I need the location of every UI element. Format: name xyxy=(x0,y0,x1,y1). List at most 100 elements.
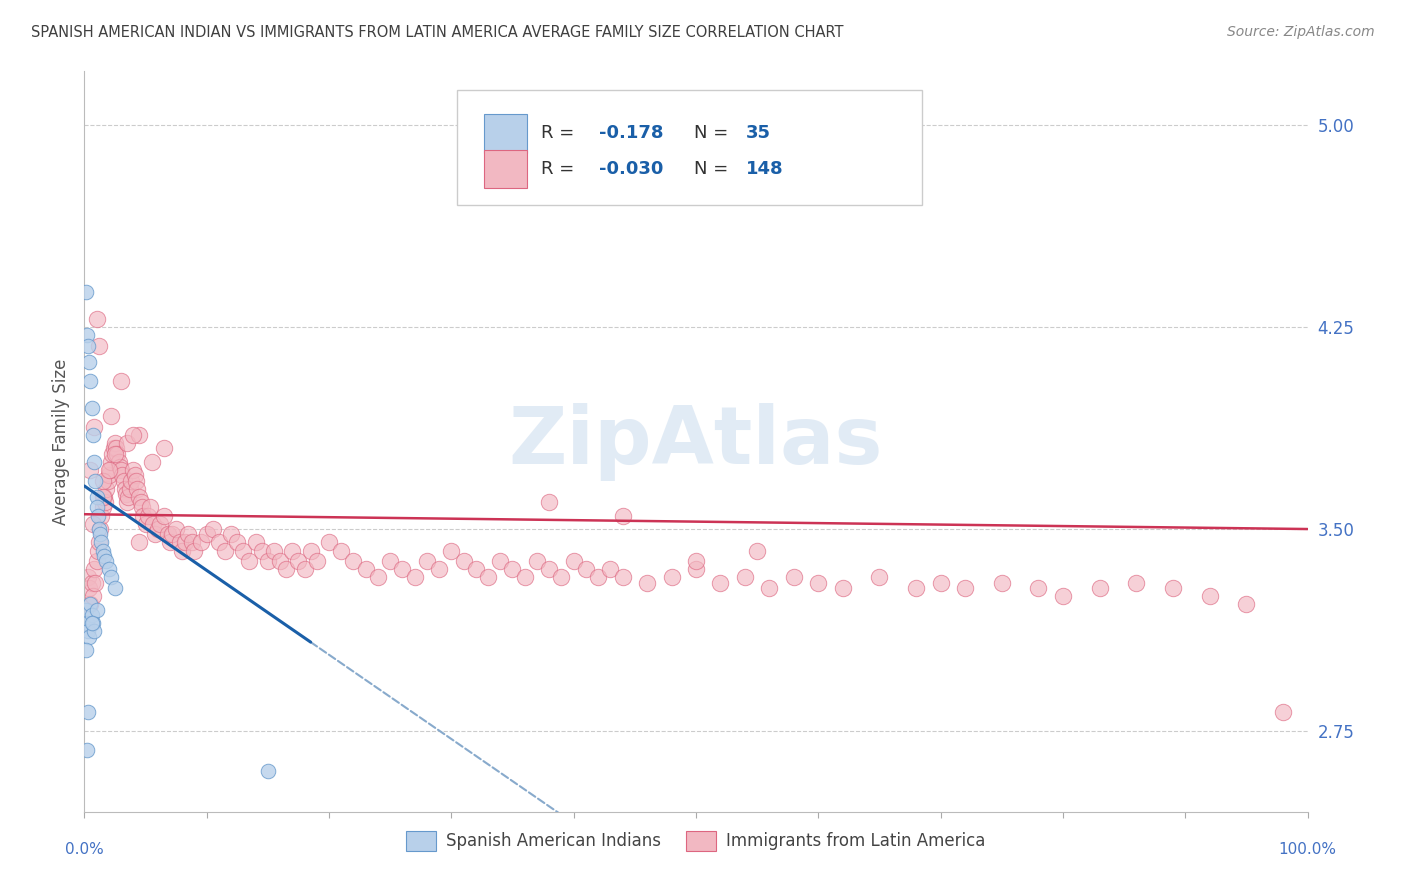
Point xyxy=(77,339,100,353)
Point xyxy=(101,447,124,461)
Point xyxy=(783,570,806,584)
Point xyxy=(87,543,110,558)
Point xyxy=(82,427,104,442)
FancyBboxPatch shape xyxy=(484,114,527,153)
Text: R =: R = xyxy=(541,160,579,178)
Point xyxy=(685,554,707,568)
Point xyxy=(143,527,166,541)
Text: -0.030: -0.030 xyxy=(599,160,664,178)
Point xyxy=(177,527,200,541)
Point xyxy=(87,535,110,549)
Point xyxy=(97,468,120,483)
Point xyxy=(1198,590,1220,604)
Point xyxy=(146,522,169,536)
Point xyxy=(354,562,377,576)
Point xyxy=(77,630,100,644)
Point xyxy=(110,463,132,477)
Point xyxy=(831,581,853,595)
Point xyxy=(709,575,731,590)
Point xyxy=(1125,575,1147,590)
Point xyxy=(208,535,231,549)
Point xyxy=(97,562,120,576)
Point xyxy=(107,455,129,469)
Point xyxy=(226,535,249,549)
Point xyxy=(84,575,107,590)
Point xyxy=(105,447,128,461)
Point xyxy=(502,562,524,576)
Point xyxy=(117,490,139,504)
Point xyxy=(159,535,181,549)
Point xyxy=(807,575,830,590)
Point xyxy=(661,570,683,584)
Point xyxy=(112,474,135,488)
Point xyxy=(110,374,132,388)
Point xyxy=(98,463,121,477)
Point xyxy=(124,468,146,483)
Point xyxy=(905,581,928,595)
Point xyxy=(104,447,127,461)
Point xyxy=(91,490,114,504)
Point xyxy=(575,562,598,576)
Point xyxy=(86,312,108,326)
Point xyxy=(287,554,309,568)
Point xyxy=(538,495,561,509)
Point xyxy=(79,598,101,612)
Point xyxy=(636,575,658,590)
Point xyxy=(477,570,499,584)
Point xyxy=(97,474,120,488)
Point xyxy=(195,527,218,541)
Point xyxy=(82,516,104,531)
Point xyxy=(416,554,439,568)
Point xyxy=(453,554,475,568)
Point xyxy=(257,764,280,779)
Point xyxy=(131,500,153,515)
Point xyxy=(238,554,260,568)
Text: 148: 148 xyxy=(747,160,783,178)
Point xyxy=(550,570,572,584)
Legend: Spanish American Indians, Immigrants from Latin America: Spanish American Indians, Immigrants fro… xyxy=(398,823,994,859)
Point xyxy=(685,562,707,576)
Point xyxy=(128,427,150,442)
Point xyxy=(165,522,187,536)
Point xyxy=(330,543,353,558)
Text: -0.178: -0.178 xyxy=(599,124,664,142)
Text: 0.0%: 0.0% xyxy=(65,842,104,857)
Point xyxy=(89,527,111,541)
Point xyxy=(82,590,104,604)
Point xyxy=(76,328,98,343)
Point xyxy=(76,616,98,631)
Point xyxy=(734,570,756,584)
Point xyxy=(162,527,184,541)
Point xyxy=(90,535,112,549)
Point xyxy=(90,508,112,523)
Point xyxy=(77,624,100,639)
Point xyxy=(991,575,1014,590)
Point xyxy=(79,598,101,612)
Point xyxy=(427,562,450,576)
Point xyxy=(100,409,122,423)
Point xyxy=(1161,581,1184,595)
Point xyxy=(96,554,118,568)
Point xyxy=(83,562,105,576)
Point xyxy=(294,562,316,576)
Point xyxy=(526,554,548,568)
Point xyxy=(86,490,108,504)
Point xyxy=(87,522,110,536)
Point xyxy=(139,500,162,515)
Point xyxy=(214,543,236,558)
Point xyxy=(122,427,145,442)
Point xyxy=(953,581,976,595)
Point xyxy=(1236,598,1258,612)
Point xyxy=(276,562,298,576)
Point xyxy=(612,508,634,523)
Point xyxy=(1088,581,1111,595)
Point xyxy=(190,535,212,549)
Point xyxy=(562,554,585,568)
Point xyxy=(380,554,402,568)
Point xyxy=(94,495,117,509)
Point xyxy=(404,570,426,584)
Point xyxy=(869,570,891,584)
Point xyxy=(77,355,100,369)
Point xyxy=(156,527,179,541)
Point xyxy=(129,495,152,509)
